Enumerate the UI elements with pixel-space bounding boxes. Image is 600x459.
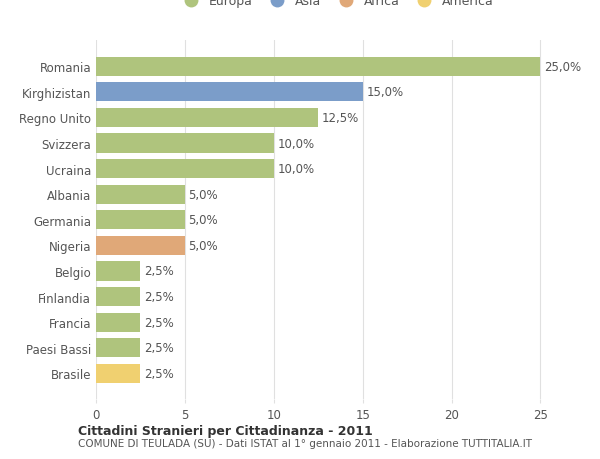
Text: 5,0%: 5,0% xyxy=(188,214,218,227)
Text: Cittadini Stranieri per Cittadinanza - 2011: Cittadini Stranieri per Cittadinanza - 2… xyxy=(78,424,373,437)
Bar xyxy=(96,338,140,358)
Text: 10,0%: 10,0% xyxy=(277,163,314,176)
Text: 25,0%: 25,0% xyxy=(544,61,581,73)
Text: 2,5%: 2,5% xyxy=(144,367,174,380)
Bar xyxy=(96,185,185,204)
Text: 5,0%: 5,0% xyxy=(188,239,218,252)
Text: 2,5%: 2,5% xyxy=(144,341,174,354)
Bar xyxy=(96,287,140,307)
Text: 2,5%: 2,5% xyxy=(144,291,174,303)
Bar xyxy=(96,211,185,230)
Bar xyxy=(96,134,274,153)
Bar xyxy=(96,364,140,383)
Bar xyxy=(96,262,140,281)
Bar xyxy=(96,109,318,128)
Bar xyxy=(96,83,362,102)
Text: 2,5%: 2,5% xyxy=(144,316,174,329)
Bar xyxy=(96,236,185,255)
Bar xyxy=(96,160,274,179)
Text: 5,0%: 5,0% xyxy=(188,188,218,202)
Text: 2,5%: 2,5% xyxy=(144,265,174,278)
Bar xyxy=(96,313,140,332)
Bar xyxy=(96,57,541,77)
Legend: Europa, Asia, Africa, America: Europa, Asia, Africa, America xyxy=(173,0,499,13)
Text: 15,0%: 15,0% xyxy=(366,86,403,99)
Text: 12,5%: 12,5% xyxy=(322,112,359,125)
Text: COMUNE DI TEULADA (SU) - Dati ISTAT al 1° gennaio 2011 - Elaborazione TUTTITALIA: COMUNE DI TEULADA (SU) - Dati ISTAT al 1… xyxy=(78,438,532,448)
Text: 10,0%: 10,0% xyxy=(277,137,314,150)
